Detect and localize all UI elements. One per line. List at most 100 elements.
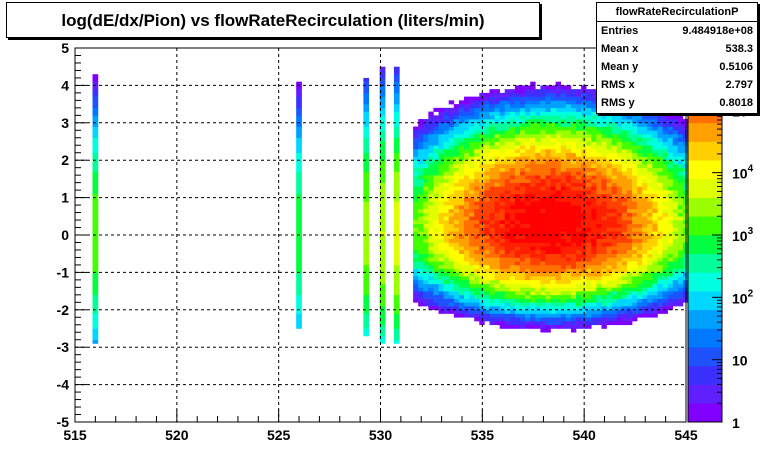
- heatmap-cell: [616, 182, 623, 187]
- heatmap-cell: [393, 201, 400, 206]
- heatmap-cell: [647, 148, 653, 154]
- heatmap-cell: [520, 220, 526, 225]
- heatmap-cell: [626, 309, 633, 314]
- heatmap-cell: [672, 130, 679, 135]
- heatmap-cell: [469, 276, 475, 281]
- heatmap-cell: [570, 324, 577, 329]
- heatmap-cell: [596, 238, 602, 243]
- heatmap-cell: [601, 283, 607, 288]
- heatmap-cell: [448, 175, 455, 180]
- heatmap-cell: [464, 291, 470, 296]
- heatmap-cell: [363, 298, 370, 303]
- heatmap-cell: [550, 178, 556, 183]
- heatmap-cell: [657, 122, 663, 127]
- heatmap-cell: [413, 190, 419, 195]
- heatmap-cell: [514, 137, 521, 142]
- heatmap-cell: [504, 152, 511, 157]
- heatmap-cell: [296, 190, 302, 195]
- heatmap-cell: [363, 175, 370, 180]
- heatmap-cell: [530, 107, 536, 112]
- heatmap-cell: [474, 313, 480, 318]
- heatmap-cell: [611, 141, 618, 146]
- heatmap-cell: [581, 235, 587, 240]
- heatmap-cell: [662, 257, 668, 262]
- heatmap-cell: [667, 167, 674, 172]
- heatmap-cell: [550, 115, 556, 120]
- heatmap-cell: [647, 137, 653, 142]
- heatmap-cell: [509, 137, 516, 142]
- heatmap-cell: [677, 279, 684, 284]
- heatmap-cell: [525, 317, 531, 322]
- heatmap-cell: [448, 276, 455, 281]
- heatmap-cell: [525, 205, 531, 210]
- heatmap-cell: [565, 197, 572, 202]
- heatmap-cell: [489, 92, 495, 97]
- heatmap-cell: [667, 231, 674, 236]
- heatmap-cell: [464, 145, 470, 150]
- heatmap-cell: [296, 238, 302, 243]
- heatmap-cell: [393, 335, 400, 341]
- heatmap-cell: [611, 302, 618, 307]
- heatmap-cell: [474, 276, 480, 281]
- heatmap-cell: [494, 119, 500, 124]
- heatmap-cell: [92, 182, 99, 187]
- heatmap-cell: [443, 201, 450, 206]
- heatmap-cell: [438, 190, 444, 195]
- heatmap-cell: [621, 302, 628, 307]
- heatmap-cell: [540, 111, 546, 116]
- heatmap-cell: [393, 92, 400, 97]
- heatmap-cell: [555, 257, 562, 262]
- heatmap-cell: [474, 178, 480, 183]
- heatmap-cell: [611, 231, 618, 236]
- heatmap-cell: [632, 287, 638, 292]
- heatmap-cell: [433, 119, 439, 124]
- heatmap-cell: [565, 298, 572, 303]
- heatmap-cell: [379, 216, 386, 221]
- heatmap-cell: [540, 242, 546, 247]
- heatmap-cell: [520, 197, 526, 202]
- heatmap-cell: [586, 257, 592, 262]
- heatmap-cell: [379, 201, 386, 206]
- heatmap-cell: [545, 160, 551, 165]
- heatmap-cell: [672, 115, 679, 120]
- heatmap-cell: [530, 134, 536, 139]
- heatmap-cell: [642, 208, 648, 213]
- heatmap-cell: [469, 261, 475, 266]
- heatmap-cell: [581, 309, 587, 314]
- heatmap-cell: [379, 302, 386, 307]
- heatmap-cell: [363, 107, 370, 112]
- heatmap-cell: [413, 197, 419, 202]
- heatmap-cell: [413, 182, 419, 187]
- heatmap-cell: [509, 249, 516, 254]
- heatmap-cell: [514, 321, 521, 326]
- heatmap-cell: [626, 175, 633, 180]
- heatmap-cell: [657, 175, 663, 180]
- heatmap-cell: [565, 302, 572, 307]
- heatmap-cell: [525, 163, 531, 168]
- heatmap-cell: [363, 178, 370, 183]
- heatmap-cell: [606, 130, 612, 135]
- heatmap-cell: [576, 130, 582, 135]
- heatmap-cell: [494, 89, 500, 94]
- heatmap-cell: [677, 190, 684, 195]
- heatmap-cell: [652, 115, 658, 120]
- heatmap-cell: [637, 201, 643, 206]
- heatmap-cell: [540, 156, 546, 161]
- heatmap-cell: [611, 291, 618, 296]
- chart-title: log(dE/dx/Pion) vs flowRateRecirculation…: [61, 11, 485, 30]
- heatmap-cell: [413, 163, 419, 168]
- heatmap-cell: [464, 96, 470, 101]
- heatmap-cell: [453, 294, 460, 299]
- heatmap-cell: [363, 238, 370, 243]
- heatmap-cell: [657, 220, 663, 225]
- heatmap-cell: [632, 220, 638, 225]
- heatmap-cell: [637, 227, 643, 232]
- heatmap-cell: [499, 235, 506, 240]
- heatmap-cell: [418, 246, 424, 251]
- heatmap-cell: [616, 231, 623, 236]
- heatmap-cell: [545, 126, 551, 131]
- heatmap-cell: [479, 92, 485, 97]
- heatmap-cell: [514, 119, 521, 124]
- heatmap-cell: [509, 253, 516, 258]
- heatmap-cell: [474, 167, 480, 172]
